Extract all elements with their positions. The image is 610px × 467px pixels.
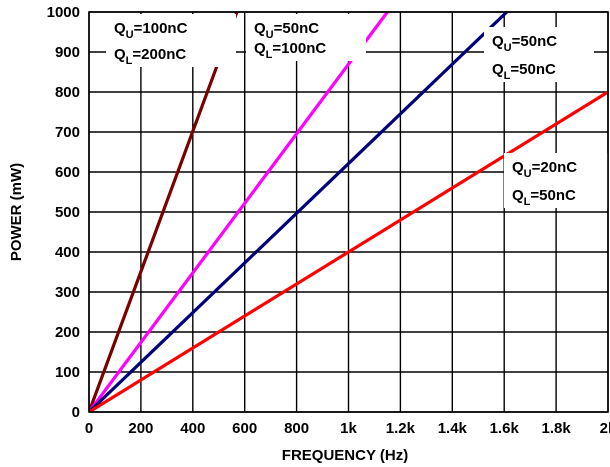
annotation-line: QU=50nC xyxy=(492,33,557,54)
annotation-3: QU=50nC QL=50nC xyxy=(484,27,594,82)
y-tick-label: 200 xyxy=(55,324,80,341)
x-tick-label: 400 xyxy=(180,420,205,437)
annotation-line: QL=100nC xyxy=(254,40,326,61)
annotation-4: QU=20nC QL=50nC xyxy=(504,153,608,208)
x-tick-label: 1k xyxy=(340,420,357,437)
x-tick-label: 1.2k xyxy=(386,420,416,437)
y-tick-label: 700 xyxy=(55,124,80,141)
annotation-line: QU=50nC xyxy=(254,20,319,41)
annotation-1: QU=100nC QL=200nC xyxy=(106,14,236,67)
y-tick-labels: 0 100 200 300 400 500 600 700 800 900 1000 xyxy=(47,4,80,421)
x-tick-labels: 0 200 400 600 800 1k 1.2k 1.4k 1.6k 1.8k 2k xyxy=(85,420,610,437)
plot-frame xyxy=(88,11,609,413)
x-axis-title: FREQUENCY (Hz) xyxy=(282,447,408,464)
series-line-4 xyxy=(89,90,608,412)
x-tick-label: 1.4k xyxy=(438,420,468,437)
annotation-line: QL=50nC xyxy=(512,187,576,208)
annotation-bg xyxy=(484,27,594,82)
x-tick-label: 1.8k xyxy=(541,420,571,437)
y-tick-label: 300 xyxy=(55,284,80,301)
annotation-line: QL=50nC xyxy=(492,61,556,82)
annotation-line: QU=20nC xyxy=(512,159,577,180)
annotation-line: QL=200nC xyxy=(114,46,186,67)
x-tick-label: 800 xyxy=(284,420,309,437)
plot-border xyxy=(88,11,609,413)
annotation-bg xyxy=(106,14,236,67)
y-tick-label: 900 xyxy=(55,44,80,61)
x-tick-label: 200 xyxy=(128,420,153,437)
y-tick-label: 600 xyxy=(55,164,80,181)
x-tick-label: 1.6k xyxy=(490,420,520,437)
series-lines xyxy=(89,11,608,412)
annotation-bg xyxy=(246,14,366,61)
y-axis-title: POWER (mW) xyxy=(8,163,25,261)
y-tick-label: 100 xyxy=(55,364,80,381)
annotation-line: QU=100nC xyxy=(114,20,188,41)
series-line-1 xyxy=(89,11,239,412)
y-tick-label: 0 xyxy=(72,404,80,421)
annotation-bg xyxy=(504,153,608,208)
series-line-3 xyxy=(89,11,508,412)
series-line-2 xyxy=(89,11,389,412)
y-tick-label: 800 xyxy=(55,84,80,101)
x-tick-label: 2k xyxy=(600,420,610,437)
x-tick-label: 0 xyxy=(85,420,93,437)
y-tick-label: 1000 xyxy=(47,4,80,21)
y-tick-label: 500 xyxy=(55,204,80,221)
x-tick-label: 600 xyxy=(232,420,257,437)
y-tick-label: 400 xyxy=(55,244,80,261)
